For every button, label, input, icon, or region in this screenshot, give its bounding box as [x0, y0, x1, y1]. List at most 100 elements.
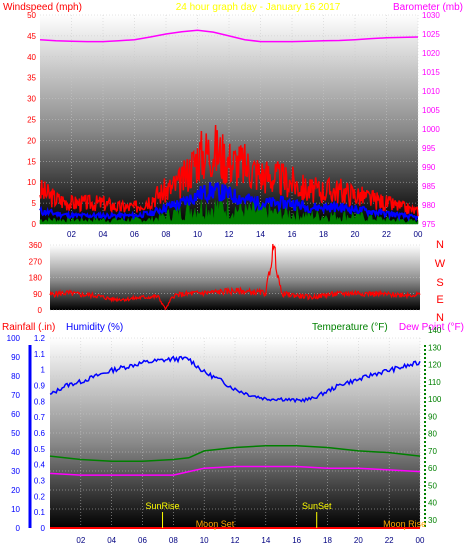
hour-tick: 22	[385, 536, 394, 545]
hour-tick: 10	[193, 230, 202, 239]
temperature-tick: 40	[428, 499, 437, 508]
dewpoint-label: Dew Point (°F)	[399, 322, 464, 333]
windspeed-tick: 15	[27, 157, 36, 166]
hour-tick: 08	[169, 536, 178, 545]
chart-title: 24 hour graph day - January 16 2017	[176, 2, 341, 13]
compass-label: N	[436, 312, 444, 324]
direction-tick: 90	[33, 290, 42, 299]
windspeed-tick: 0	[32, 220, 37, 229]
wind-gust-series	[39, 124, 419, 217]
windspeed-tick: 25	[27, 116, 36, 125]
rainfall-tick: 1	[41, 366, 46, 375]
hour-tick: 02	[76, 536, 85, 545]
windspeed-tick: 40	[27, 53, 36, 62]
humidity-label: Humidity (%)	[66, 322, 123, 333]
hour-tick: 02	[67, 230, 76, 239]
barometer-tick: 1030	[422, 11, 440, 20]
wind-average-series	[39, 182, 419, 222]
hour-tick: 12	[231, 536, 240, 545]
rainfall-tick: 0.2	[34, 492, 46, 501]
temperature-tick: 90	[428, 412, 437, 421]
hour-tick: 00	[416, 536, 425, 545]
barometer-tick: 975	[422, 220, 436, 229]
rainfall-tick: 0.4	[34, 461, 46, 470]
rainfall-tick: 0.5	[34, 445, 46, 454]
humidity-tick: 40	[11, 448, 20, 457]
direction-tick: 360	[29, 241, 43, 250]
windspeed-tick: 45	[27, 32, 36, 41]
compass-label: E	[436, 294, 443, 306]
barometer-tick: 1025	[422, 30, 440, 39]
hour-tick: 00	[414, 230, 423, 239]
hour-tick: 20	[351, 230, 360, 239]
wind-direction-series	[49, 243, 421, 311]
chart-marks	[28, 29, 426, 530]
humidity-tick: 60	[11, 410, 20, 419]
barometer-tick: 985	[422, 182, 436, 191]
compass-label: S	[436, 277, 443, 289]
tick-labels: 0510152025303540455097598098599099510001…	[7, 11, 446, 545]
temperature-tick: 80	[428, 430, 437, 439]
temperature-series	[49, 444, 421, 463]
windspeed-tick: 30	[27, 95, 36, 104]
windspeed-tick: 35	[27, 74, 36, 83]
direction-tick: 0	[38, 306, 43, 315]
event-label: Moon Rise	[383, 519, 426, 529]
humidity-series	[49, 355, 421, 404]
temperature-tick: 70	[428, 447, 437, 456]
barometer-tick: 1015	[422, 68, 440, 77]
hour-tick: 06	[130, 230, 139, 239]
humidity-tick: 20	[11, 486, 20, 495]
rainfall-tick: 1.2	[34, 334, 46, 343]
rainfall-tick: 0.7	[34, 413, 46, 422]
rainfall-tick: 0.8	[34, 397, 46, 406]
hour-tick: 14	[261, 536, 270, 545]
event-label: SunSet	[302, 501, 332, 511]
direction-tick: 270	[29, 257, 43, 266]
hour-tick: 22	[382, 230, 391, 239]
humidity-tick: 30	[11, 467, 20, 476]
hour-tick: 20	[354, 536, 363, 545]
hour-tick: 14	[256, 230, 265, 239]
hour-tick: 12	[225, 230, 234, 239]
rainfall-tick: 0	[41, 524, 46, 533]
temperature-tick: 130	[428, 343, 442, 352]
rainfall-label: Rainfall (.in)	[2, 322, 55, 333]
hour-tick: 04	[99, 230, 108, 239]
hour-tick: 16	[288, 230, 297, 239]
direction-tick: 180	[29, 274, 43, 283]
compass-label: W	[435, 258, 446, 270]
humidity-tick: 50	[11, 429, 20, 438]
barometer-tick: 990	[422, 163, 436, 172]
barometer-tick: 980	[422, 201, 436, 210]
humidity-tick: 100	[7, 334, 21, 343]
hour-tick: 10	[200, 536, 209, 545]
hour-tick: 04	[107, 536, 116, 545]
windspeed-tick: 5	[32, 199, 37, 208]
hour-tick: 08	[162, 230, 171, 239]
barometer-tick: 995	[422, 144, 436, 153]
rainfall-tick: 0.6	[34, 429, 46, 438]
humidity-tick: 90	[11, 353, 20, 362]
hour-tick: 18	[323, 536, 332, 545]
hour-tick: 16	[292, 536, 301, 545]
temperature-tick: 30	[428, 516, 437, 525]
event-label: Moon Set	[196, 519, 235, 529]
rainfall-tick: 0.1	[34, 508, 46, 517]
barometer-label: Barometer (mb)	[393, 2, 463, 13]
rainfall-tick: 1.1	[34, 350, 46, 359]
hour-tick: 06	[138, 536, 147, 545]
rainfall-tick: 0.9	[34, 382, 46, 391]
humidity-tick: 10	[11, 505, 20, 514]
windspeed-label: Windspeed (mph)	[3, 2, 82, 13]
temperature-label: Temperature (°F)	[312, 322, 388, 333]
temperature-tick: 140	[428, 326, 442, 335]
barometer-tick: 1020	[422, 49, 440, 58]
windspeed-tick: 20	[27, 136, 36, 145]
dewpoint-series	[49, 465, 421, 476]
temperature-tick: 100	[428, 395, 442, 404]
barometer-series	[39, 29, 419, 43]
windspeed-tick: 10	[27, 178, 36, 187]
barometer-tick: 1000	[422, 125, 440, 134]
temperature-tick: 60	[428, 464, 437, 473]
